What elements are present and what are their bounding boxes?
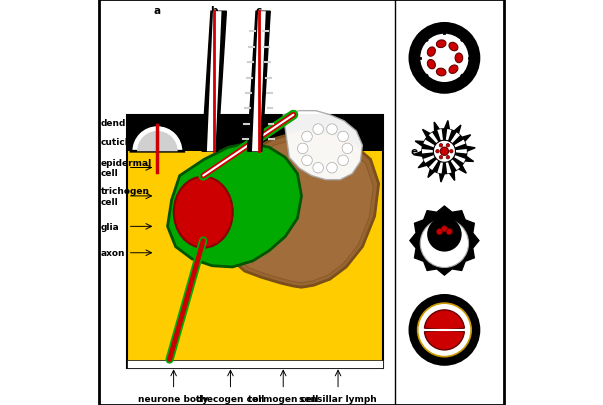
- Wedge shape: [425, 310, 464, 330]
- Polygon shape: [207, 12, 221, 152]
- Text: g: g: [411, 325, 418, 335]
- Ellipse shape: [449, 43, 458, 52]
- Polygon shape: [410, 207, 479, 275]
- Circle shape: [418, 304, 470, 356]
- Ellipse shape: [437, 41, 446, 49]
- Wedge shape: [137, 132, 178, 152]
- Circle shape: [417, 303, 472, 358]
- Polygon shape: [444, 152, 466, 164]
- Text: thecogen cell: thecogen cell: [196, 394, 265, 403]
- Text: tormogen cell: tormogen cell: [248, 394, 318, 403]
- Polygon shape: [444, 133, 460, 152]
- Text: epidermal
cell: epidermal cell: [101, 158, 152, 178]
- Polygon shape: [444, 140, 466, 152]
- Polygon shape: [444, 152, 460, 171]
- Text: e: e: [411, 147, 418, 157]
- Polygon shape: [226, 138, 373, 283]
- Bar: [127, 360, 383, 369]
- Circle shape: [436, 150, 439, 153]
- Polygon shape: [444, 152, 452, 174]
- Text: a: a: [154, 6, 161, 16]
- Text: d: d: [411, 54, 418, 64]
- Text: axon: axon: [101, 249, 125, 258]
- Polygon shape: [437, 130, 444, 152]
- Circle shape: [327, 124, 337, 135]
- Text: b: b: [210, 6, 218, 16]
- Circle shape: [313, 124, 323, 135]
- Text: dendrite: dendrite: [101, 119, 144, 128]
- Polygon shape: [283, 111, 362, 180]
- Circle shape: [410, 24, 479, 93]
- Circle shape: [450, 150, 453, 153]
- Polygon shape: [422, 149, 444, 154]
- Circle shape: [338, 132, 349, 143]
- Circle shape: [446, 156, 450, 160]
- Circle shape: [446, 229, 452, 235]
- Ellipse shape: [437, 69, 446, 77]
- Polygon shape: [444, 130, 452, 152]
- Circle shape: [420, 220, 469, 268]
- Polygon shape: [252, 12, 266, 152]
- Circle shape: [446, 144, 450, 148]
- Circle shape: [410, 296, 479, 364]
- Wedge shape: [131, 126, 184, 152]
- Circle shape: [439, 144, 443, 148]
- Polygon shape: [202, 12, 226, 152]
- Polygon shape: [414, 121, 475, 183]
- Circle shape: [302, 156, 312, 166]
- Polygon shape: [437, 152, 444, 174]
- Circle shape: [439, 156, 443, 160]
- Ellipse shape: [428, 48, 435, 57]
- Polygon shape: [444, 149, 467, 154]
- Circle shape: [437, 229, 443, 235]
- Ellipse shape: [455, 54, 463, 64]
- Text: glia: glia: [101, 222, 119, 231]
- Text: sensillar lymph: sensillar lymph: [299, 394, 377, 403]
- Circle shape: [302, 132, 312, 143]
- Circle shape: [313, 163, 323, 174]
- Circle shape: [427, 217, 462, 252]
- Text: c: c: [256, 6, 262, 16]
- Ellipse shape: [174, 177, 233, 248]
- Circle shape: [420, 34, 469, 83]
- Circle shape: [440, 148, 449, 156]
- Circle shape: [297, 144, 308, 154]
- Circle shape: [434, 141, 455, 163]
- Polygon shape: [423, 152, 444, 164]
- Circle shape: [327, 163, 337, 174]
- Polygon shape: [168, 144, 302, 267]
- Text: trichogen
cell: trichogen cell: [101, 187, 150, 206]
- Polygon shape: [429, 152, 444, 171]
- Text: neurone body: neurone body: [139, 394, 209, 403]
- Bar: [127, 115, 383, 152]
- Text: cuticle: cuticle: [101, 137, 134, 146]
- Bar: [127, 115, 383, 369]
- Polygon shape: [220, 132, 379, 288]
- Circle shape: [441, 226, 447, 232]
- Wedge shape: [425, 330, 464, 350]
- Polygon shape: [423, 140, 444, 152]
- Text: f: f: [412, 236, 417, 246]
- Polygon shape: [247, 12, 270, 152]
- Ellipse shape: [449, 66, 458, 74]
- Polygon shape: [429, 133, 444, 152]
- Circle shape: [338, 156, 349, 166]
- Circle shape: [342, 144, 353, 154]
- Ellipse shape: [428, 60, 435, 70]
